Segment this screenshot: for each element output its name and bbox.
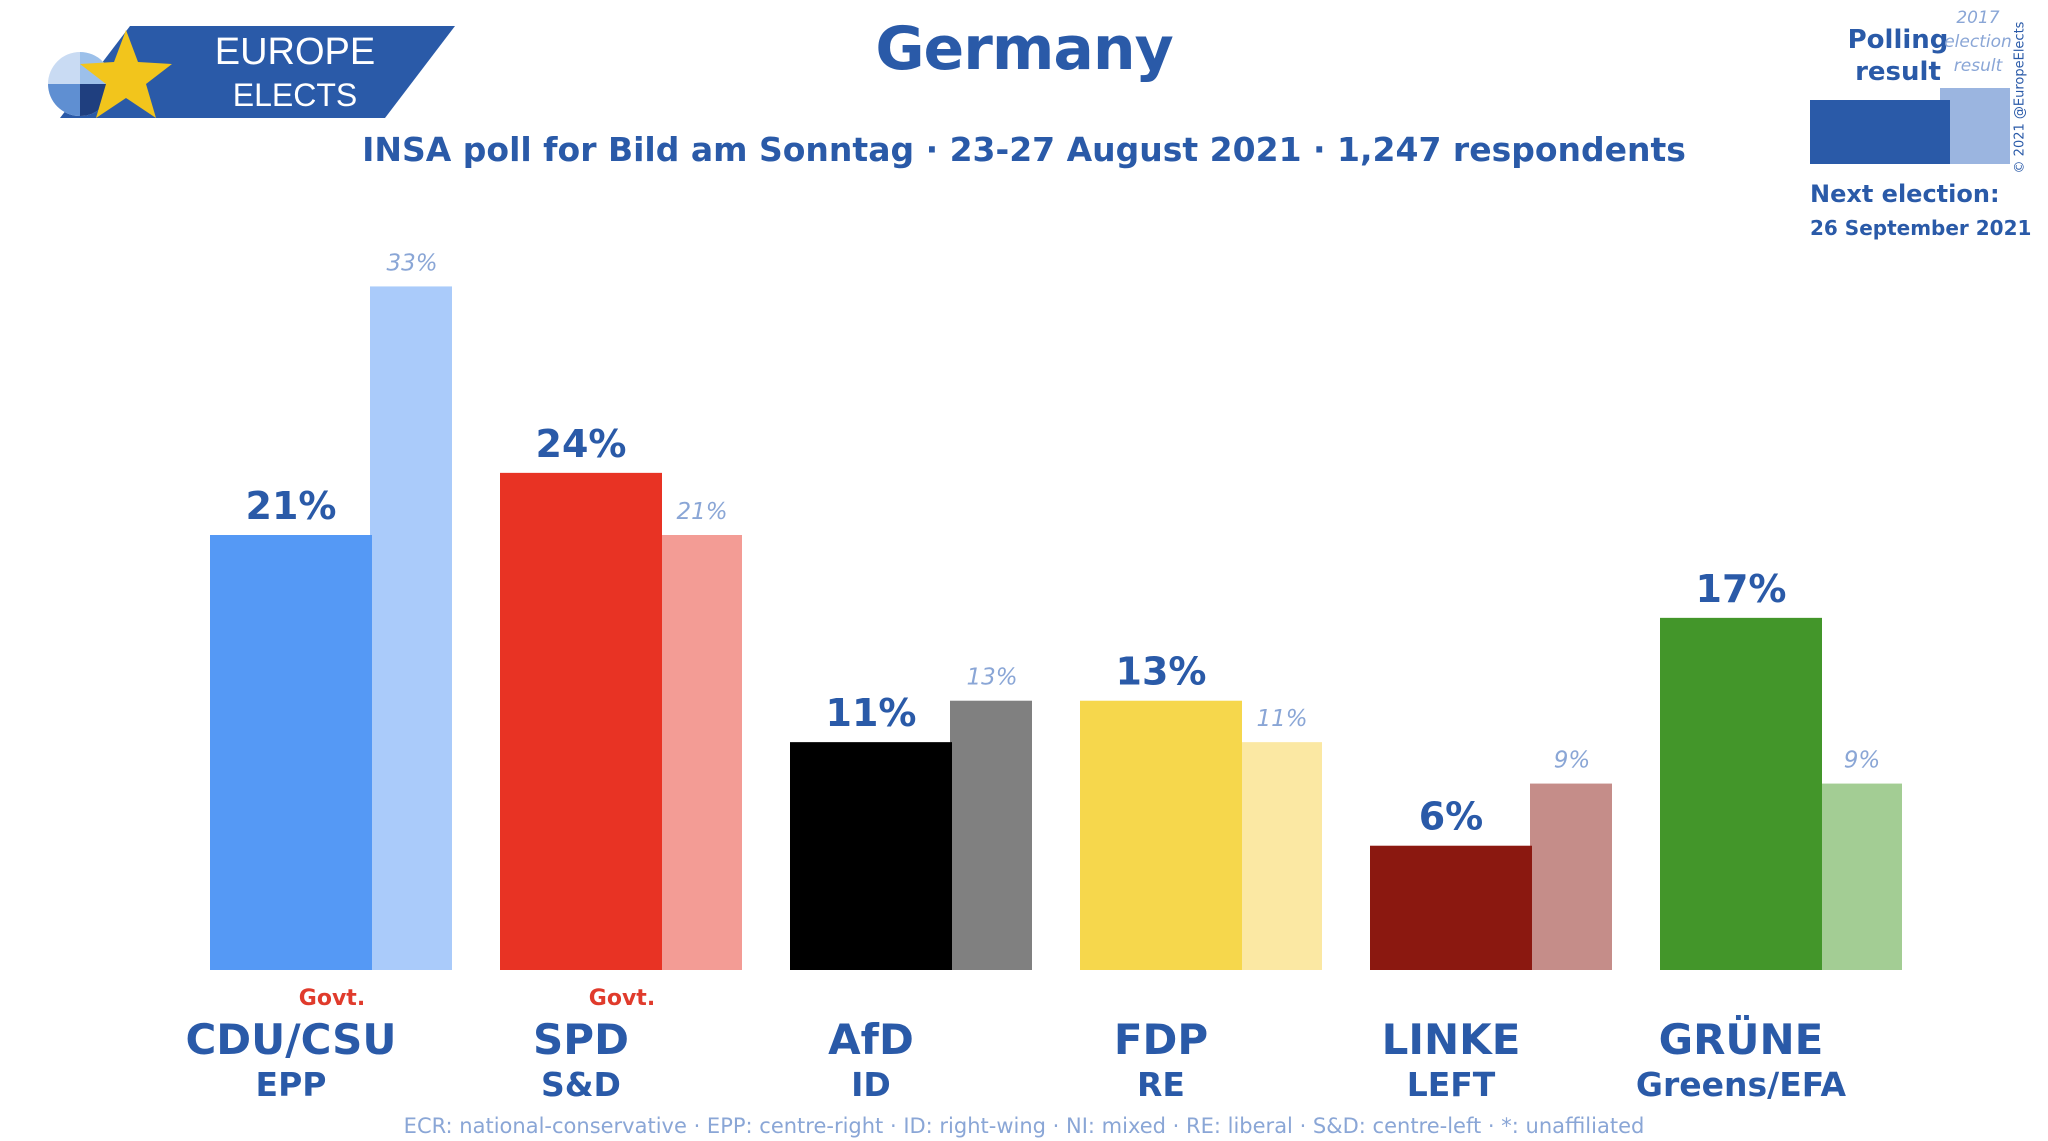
bar-poll-afd xyxy=(790,742,952,970)
legend-polling-swatch xyxy=(1810,100,1950,164)
legend-previous-label: 2017 election result xyxy=(1944,8,2012,76)
value-label-poll-cdu-csu: 21% xyxy=(246,484,337,528)
value-label-poll-fdp: 13% xyxy=(1116,650,1207,694)
bar-poll-cdu-csu xyxy=(210,535,372,970)
poll-subtitle: INSA poll for Bild am Sonntag · 23-27 Au… xyxy=(362,130,1686,169)
category-label-fdp: FDP xyxy=(1114,1015,1208,1064)
bar-poll-spd xyxy=(500,472,662,970)
bar-poll-gr-ne xyxy=(1660,617,1822,970)
value-label-2017-linke: 9% xyxy=(1554,748,1591,774)
bar-poll-fdp xyxy=(1080,700,1242,970)
footnote: ECR: national-conservative · EPP: centre… xyxy=(403,1114,1645,1138)
category-label-gr-ne: GRÜNE xyxy=(1659,1014,1824,1064)
legend-polling-label: Polling result xyxy=(1847,25,1949,87)
logo-line1: EUROPE xyxy=(215,31,375,73)
legend-previous-swatch xyxy=(1940,88,2010,164)
value-label-2017-gr-ne: 9% xyxy=(1844,748,1881,774)
value-label-poll-spd: 24% xyxy=(536,422,627,466)
value-label-2017-spd: 21% xyxy=(676,499,727,525)
value-label-poll-afd: 11% xyxy=(826,691,917,735)
next-election-label: Next election: xyxy=(1810,180,2000,208)
bar-2017-afd xyxy=(950,700,1032,970)
europe-elects-logo: EUROPE ELECTS xyxy=(48,26,455,118)
bar-2017-spd xyxy=(660,535,742,970)
category-label-cdu-csu: CDU/CSU xyxy=(185,1015,396,1064)
next-election-date: 26 September 2021 xyxy=(1810,216,2032,240)
value-label-poll-gr-ne: 17% xyxy=(1696,567,1787,611)
group-label-fdp: RE xyxy=(1137,1065,1185,1104)
value-label-2017-afd: 13% xyxy=(966,665,1017,691)
category-label-linke: LINKE xyxy=(1382,1015,1521,1064)
chart-legend: Polling result 2017 election result © 20… xyxy=(1810,0,2048,250)
group-label-gr-ne: Greens/EFA xyxy=(1636,1065,1847,1104)
group-label-spd: S&D xyxy=(541,1065,621,1104)
group-label-afd: ID xyxy=(851,1065,891,1104)
bar-poll-linke xyxy=(1370,845,1532,970)
logo-line2: ELECTS xyxy=(233,77,357,113)
group-label-linke: LEFT xyxy=(1407,1065,1496,1104)
bar-2017-linke xyxy=(1530,783,1612,970)
category-label-afd: AfD xyxy=(828,1015,914,1064)
bar-2017-cdu-csu xyxy=(370,286,452,970)
value-label-poll-linke: 6% xyxy=(1419,795,1484,839)
bar-2017-fdp xyxy=(1240,742,1322,970)
govt-label-cdu-csu: Govt. xyxy=(299,986,365,1011)
category-label-spd: SPD xyxy=(533,1015,629,1064)
value-label-2017-fdp: 11% xyxy=(1256,706,1307,732)
bar-2017-gr-ne xyxy=(1820,783,1902,970)
value-label-2017-cdu-csu: 33% xyxy=(386,250,437,276)
page-title: Germany xyxy=(875,14,1173,84)
group-label-cdu-csu: EPP xyxy=(256,1065,327,1104)
govt-label-spd: Govt. xyxy=(589,986,655,1011)
